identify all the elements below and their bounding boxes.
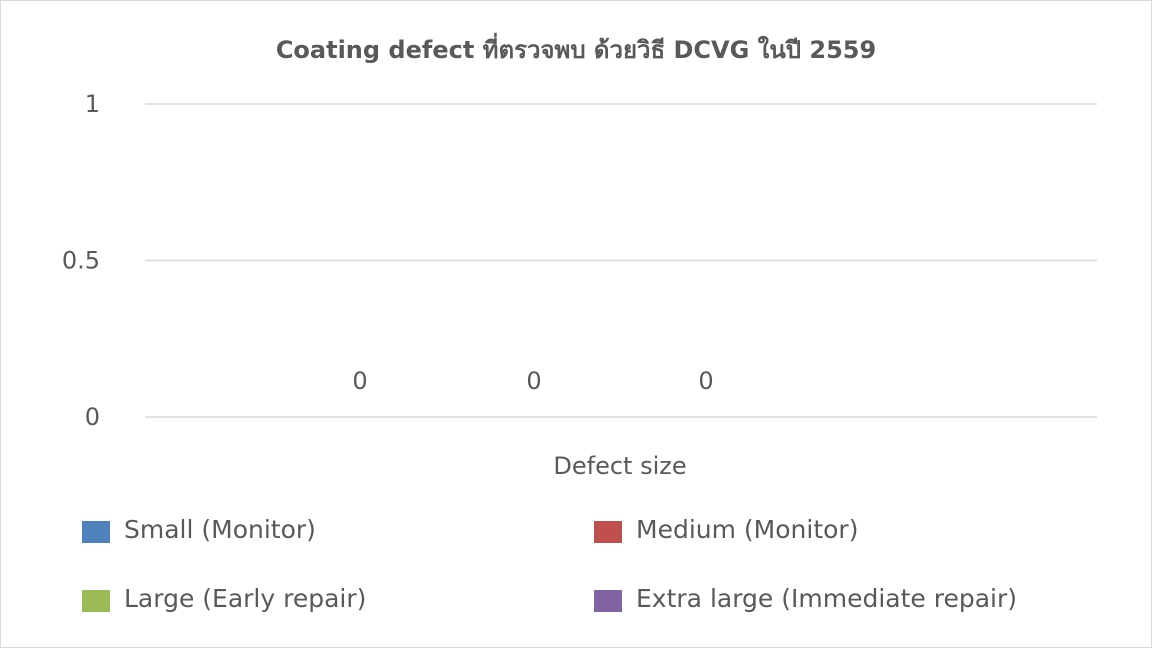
legend-item-small: Small (Monitor) [82, 515, 482, 545]
legend-label-large: Large (Early repair) [124, 584, 367, 613]
x-axis-title: Defect size [553, 452, 687, 480]
legend-item-extra-large: Extra large (Immediate repair) [594, 584, 1114, 614]
legend-swatch-medium [594, 521, 622, 543]
y-tick-label-0: 0 [85, 403, 100, 431]
data-label-0: 0 [352, 367, 367, 395]
data-label-1: 0 [526, 367, 541, 395]
chart-title: Coating defect ที่ตรวจพบ ด้วยวิธี DCVG ใ… [275, 36, 877, 64]
y-tick-label-2: 1 [85, 90, 100, 118]
y-tick-label-1: 0.5 [62, 247, 100, 275]
legend-swatch-extra-large [594, 590, 622, 612]
legend-swatch-large [82, 590, 110, 612]
legend-label-extra-large: Extra large (Immediate repair) [636, 584, 1017, 613]
legend-item-large: Large (Early repair) [82, 584, 482, 614]
legend-label-medium: Medium (Monitor) [636, 515, 859, 544]
legend-item-medium: Medium (Monitor) [594, 515, 1044, 545]
data-label-2: 0 [698, 367, 713, 395]
legend-label-small: Small (Monitor) [124, 515, 316, 544]
legend-swatch-small [82, 521, 110, 543]
